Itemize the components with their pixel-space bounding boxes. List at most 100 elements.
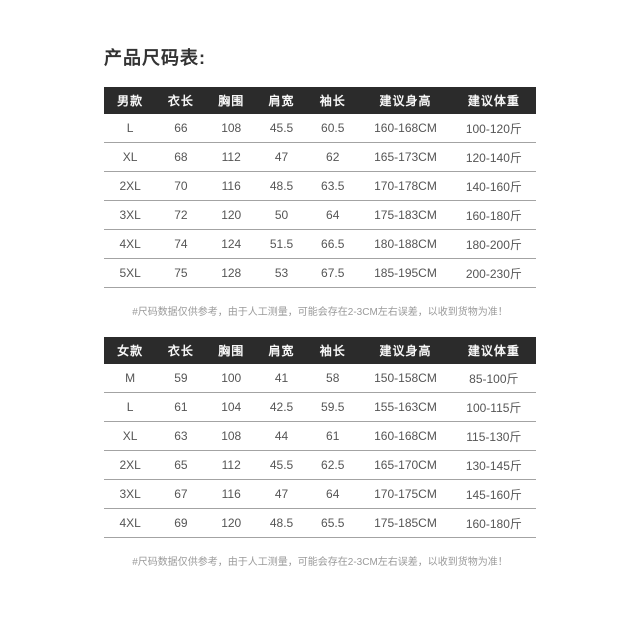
table-row: 3XL 72 120 50 64 175-183CM 160-180斤 <box>104 200 536 230</box>
cell-length: 68 <box>156 142 206 172</box>
cell-sleeve: 62.5 <box>306 450 360 480</box>
table-row: 3XL 67 116 47 64 170-175CM 145-160斤 <box>104 479 536 509</box>
cell-length: 70 <box>156 171 206 201</box>
cell-shoulder: 42.5 <box>256 392 307 422</box>
table-row: L 66 108 45.5 60.5 160-168CM 100-120斤 <box>104 114 536 143</box>
cell-length: 72 <box>156 200 206 230</box>
men-header-size: 男款 <box>104 87 157 114</box>
cell-length: 61 <box>156 392 206 422</box>
women-table-note: #尺码数据仅供参考，由于人工测量，可能会存在2-3CM左右误差，以收到货物为准！ <box>132 557 508 568</box>
cell-chest: 108 <box>205 421 257 451</box>
cell-height: 180-188CM <box>359 229 452 259</box>
cell-shoulder: 51.5 <box>256 229 307 259</box>
cell-sleeve: 63.5 <box>306 171 360 201</box>
cell-length: 74 <box>156 229 206 259</box>
cell-size: XL <box>104 142 157 172</box>
cell-size: M <box>104 364 157 393</box>
cell-chest: 124 <box>205 229 257 259</box>
cell-shoulder: 48.5 <box>256 171 307 201</box>
table-row: 2XL 65 112 45.5 62.5 165-170CM 130-145斤 <box>104 450 536 480</box>
cell-shoulder: 47 <box>256 142 307 172</box>
cell-chest: 116 <box>205 479 257 509</box>
cell-weight: 200-230斤 <box>451 258 536 288</box>
cell-length: 67 <box>156 479 206 509</box>
men-header-height: 建议身高 <box>359 87 452 114</box>
cell-chest: 112 <box>205 450 257 480</box>
cell-sleeve: 61 <box>306 421 360 451</box>
cell-chest: 120 <box>205 200 257 230</box>
men-table-note: #尺码数据仅供参考，由于人工测量，可能会存在2-3CM左右误差，以收到货物为准！ <box>132 307 508 318</box>
cell-length: 75 <box>156 258 206 288</box>
cell-length: 66 <box>156 114 206 143</box>
cell-sleeve: 64 <box>306 200 360 230</box>
cell-size: 3XL <box>104 479 157 509</box>
women-header-size: 女款 <box>104 337 157 364</box>
cell-height: 150-158CM <box>359 364 452 393</box>
men-header-weight: 建议体重 <box>451 87 536 114</box>
cell-sleeve: 58 <box>306 364 360 393</box>
cell-height: 165-170CM <box>359 450 452 480</box>
cell-size: 4XL <box>104 508 157 538</box>
cell-size: 2XL <box>104 450 157 480</box>
cell-height: 185-195CM <box>359 258 452 288</box>
cell-weight: 100-120斤 <box>451 114 536 143</box>
cell-sleeve: 66.5 <box>306 229 360 259</box>
cell-weight: 140-160斤 <box>451 171 536 201</box>
women-header-length: 衣长 <box>156 337 206 364</box>
table-row: 5XL 75 128 53 67.5 185-195CM 200-230斤 <box>104 258 536 288</box>
women-size-table: 女款 衣长 胸围 肩宽 袖长 建议身高 建议体重 M 59 100 41 58 … <box>104 337 536 538</box>
cell-length: 65 <box>156 450 206 480</box>
cell-sleeve: 62 <box>306 142 360 172</box>
table-row: XL 68 112 47 62 165-173CM 120-140斤 <box>104 142 536 172</box>
cell-length: 63 <box>156 421 206 451</box>
cell-height: 175-185CM <box>359 508 452 538</box>
cell-height: 170-175CM <box>359 479 452 509</box>
cell-chest: 100 <box>205 364 257 393</box>
cell-length: 69 <box>156 508 206 538</box>
cell-size: 3XL <box>104 200 157 230</box>
cell-weight: 115-130斤 <box>451 421 536 451</box>
cell-sleeve: 59.5 <box>306 392 360 422</box>
cell-shoulder: 45.5 <box>256 114 307 143</box>
cell-weight: 180-200斤 <box>451 229 536 259</box>
cell-chest: 120 <box>205 508 257 538</box>
cell-chest: 104 <box>205 392 257 422</box>
page-title: 产品尺码表: <box>104 48 206 68</box>
cell-shoulder: 44 <box>256 421 307 451</box>
table-row: L 61 104 42.5 59.5 155-163CM 100-115斤 <box>104 392 536 422</box>
cell-weight: 120-140斤 <box>451 142 536 172</box>
cell-weight: 160-180斤 <box>451 200 536 230</box>
cell-chest: 108 <box>205 114 257 143</box>
women-header-weight: 建议体重 <box>451 337 536 364</box>
cell-shoulder: 41 <box>256 364 307 393</box>
cell-size: L <box>104 114 157 143</box>
table-row: 2XL 70 116 48.5 63.5 170-178CM 140-160斤 <box>104 171 536 201</box>
men-header-chest: 胸围 <box>205 87 257 114</box>
cell-shoulder: 47 <box>256 479 307 509</box>
cell-shoulder: 50 <box>256 200 307 230</box>
cell-chest: 112 <box>205 142 257 172</box>
table-row: M 59 100 41 58 150-158CM 85-100斤 <box>104 364 536 393</box>
women-table-header-row: 女款 衣长 胸围 肩宽 袖长 建议身高 建议体重 <box>104 337 536 364</box>
men-header-sleeve: 袖长 <box>306 87 360 114</box>
cell-sleeve: 60.5 <box>306 114 360 143</box>
cell-height: 175-183CM <box>359 200 452 230</box>
cell-weight: 145-160斤 <box>451 479 536 509</box>
women-header-chest: 胸围 <box>205 337 257 364</box>
cell-shoulder: 53 <box>256 258 307 288</box>
cell-sleeve: 64 <box>306 479 360 509</box>
cell-weight: 85-100斤 <box>451 364 536 393</box>
table-row: 4XL 74 124 51.5 66.5 180-188CM 180-200斤 <box>104 229 536 259</box>
cell-shoulder: 48.5 <box>256 508 307 538</box>
women-header-sleeve: 袖长 <box>306 337 360 364</box>
men-size-table: 男款 衣长 胸围 肩宽 袖长 建议身高 建议体重 L 66 108 45.5 6… <box>104 87 536 288</box>
cell-sleeve: 67.5 <box>306 258 360 288</box>
cell-size: XL <box>104 421 157 451</box>
cell-height: 155-163CM <box>359 392 452 422</box>
women-header-height: 建议身高 <box>359 337 452 364</box>
women-header-shoulder: 肩宽 <box>256 337 307 364</box>
table-row: 4XL 69 120 48.5 65.5 175-185CM 160-180斤 <box>104 508 536 538</box>
men-header-length: 衣长 <box>156 87 206 114</box>
cell-weight: 160-180斤 <box>451 508 536 538</box>
cell-weight: 130-145斤 <box>451 450 536 480</box>
